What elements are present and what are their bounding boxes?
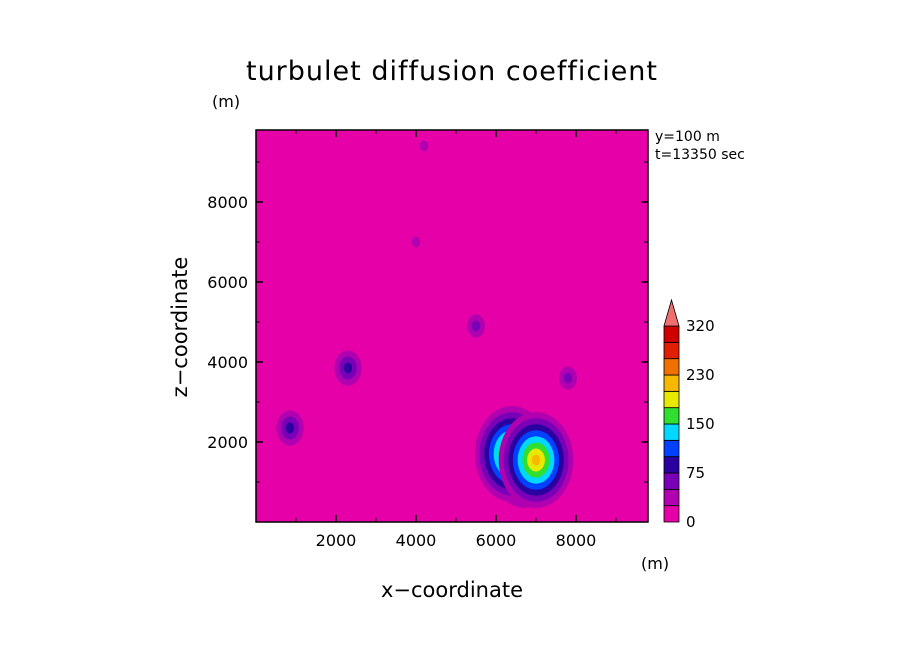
colorbar-tick-label: 0 (686, 513, 696, 531)
colorbar-tick-label: 230 (686, 366, 715, 384)
colorbar-segment (663, 341, 680, 360)
chart-title: turbulet diffusion coefficient (245, 56, 659, 87)
colorbar-segment (663, 390, 680, 409)
y-position-annotation: y=100 m (655, 129, 720, 145)
colorbar-segment (663, 407, 680, 425)
contour-region (285, 422, 295, 434)
contour-region (419, 140, 429, 152)
colorbar-extend-arrow (663, 298, 680, 327)
contour-region (471, 320, 481, 332)
colorbar: 0 75 150 230 320 (663, 298, 715, 531)
x-tick-label: 6000 (476, 531, 517, 550)
z-axis-unit: (m) (212, 92, 241, 111)
colorbar-segment (663, 358, 680, 376)
colorbar-segment (663, 488, 680, 507)
colorbar-segment (663, 472, 680, 490)
y-tick-label: 4000 (207, 353, 248, 372)
contour-region (343, 362, 353, 374)
x-axis-unit: (m) (641, 554, 670, 573)
plot-frame (255, 129, 649, 523)
axis-ticks: 2000 4000 6000 8000 2000 4000 6000 8000 (207, 130, 648, 550)
plot-area (256, 130, 648, 522)
colorbar-segment (663, 439, 680, 458)
colorbar-segment (663, 505, 680, 523)
colorbar-tick-label: 320 (686, 317, 715, 335)
x-tick-label: 2000 (316, 531, 357, 550)
colorbar-tick-label: 150 (686, 415, 715, 433)
colorbar-tick-label: 75 (686, 464, 705, 482)
colorbar-segment (663, 423, 680, 441)
colorbar-segment (663, 456, 680, 474)
y-tick-label: 8000 (207, 193, 248, 212)
contour-region (531, 454, 541, 466)
y-tick-label: 6000 (207, 273, 248, 292)
contour-features (276, 140, 577, 508)
colorbar-segment (663, 374, 680, 392)
time-annotation: t=13350 sec (655, 147, 745, 163)
contour-region (563, 372, 573, 384)
contour-region (411, 236, 421, 248)
colorbar-segment (663, 325, 680, 343)
x-axis-label: x−coordinate (380, 578, 524, 602)
y-tick-label: 2000 (207, 433, 248, 452)
x-tick-label: 4000 (396, 531, 437, 550)
x-tick-label: 8000 (556, 531, 597, 550)
